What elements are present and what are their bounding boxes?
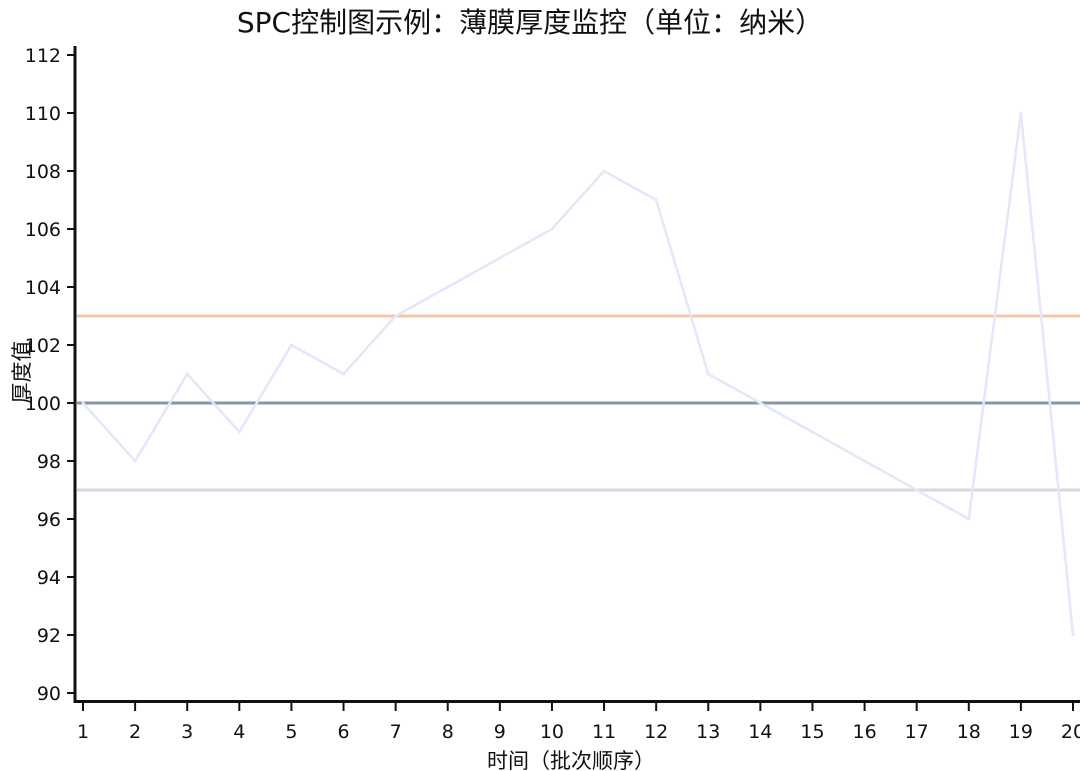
data-point <box>133 459 137 463</box>
y-tick-label: 112 <box>25 45 61 67</box>
data-point <box>915 488 919 492</box>
y-axis-label: 厚度值 <box>10 341 34 404</box>
x-tick-label: 8 <box>442 721 454 743</box>
data-point <box>81 401 85 405</box>
x-tick-label: 15 <box>800 721 824 743</box>
data-point <box>1071 633 1075 637</box>
x-tick-label: 2 <box>129 721 141 743</box>
data-point <box>185 372 189 376</box>
x-tick-label: 12 <box>644 721 668 743</box>
data-point <box>498 256 502 260</box>
data-point <box>810 430 814 434</box>
y-axis-ticks: 90 92 94 96 98 100 102 104 106 108 110 112 <box>25 45 75 705</box>
y-tick-label: 102 <box>25 335 61 357</box>
x-axis-label: 时间（批次顺序） <box>487 749 655 771</box>
x-tick-label: 20 <box>1061 721 1080 743</box>
y-tick-label: 90 <box>37 683 61 705</box>
x-tick-label: 19 <box>1009 721 1033 743</box>
y-tick-label: 92 <box>37 625 61 647</box>
y-tick-label: 110 <box>25 103 61 125</box>
x-tick-label: 17 <box>905 721 929 743</box>
x-tick-label: 7 <box>390 721 402 743</box>
data-point <box>602 169 606 173</box>
y-tick-label: 104 <box>25 277 61 299</box>
x-tick-label: 18 <box>957 721 981 743</box>
data-point <box>863 459 867 463</box>
data-point <box>654 198 658 202</box>
data-point <box>706 372 710 376</box>
x-tick-label: 3 <box>181 721 193 743</box>
chart-title: SPC控制图示例：薄膜厚度监控（单位：纳米） <box>237 6 823 39</box>
x-tick-label: 10 <box>540 721 564 743</box>
x-tick-label: 1 <box>77 721 89 743</box>
control-limit-lines <box>77 314 1080 492</box>
y-tick-label: 96 <box>37 509 61 531</box>
data-point <box>237 430 241 434</box>
x-axis-ticks: 1 2 3 4 5 6 7 8 9 10 11 12 13 14 15 16 17 18 19 20 <box>77 703 1080 743</box>
data-point <box>550 227 554 231</box>
series-line <box>82 111 1075 636</box>
x-tick-label: 6 <box>337 721 349 743</box>
data-point <box>289 343 293 347</box>
y-tick-label: 100 <box>25 393 61 415</box>
x-tick-label: 11 <box>592 721 616 743</box>
data-point <box>446 285 450 289</box>
x-tick-label: 13 <box>696 721 720 743</box>
data-point <box>967 517 971 521</box>
data-point <box>342 372 346 376</box>
x-tick-label: 5 <box>285 721 297 743</box>
data-point <box>394 314 398 318</box>
data-point <box>1019 111 1023 115</box>
x-tick-label: 9 <box>494 721 506 743</box>
x-tick-label: 14 <box>748 721 772 743</box>
y-tick-label: 106 <box>25 219 61 241</box>
x-tick-label: 16 <box>852 721 876 743</box>
x-tick-label: 4 <box>233 721 245 743</box>
y-tick-label: 94 <box>37 567 61 589</box>
y-tick-label: 98 <box>37 451 61 473</box>
data-point <box>758 401 762 405</box>
data-series <box>81 111 1075 637</box>
y-tick-label: 108 <box>25 161 61 183</box>
